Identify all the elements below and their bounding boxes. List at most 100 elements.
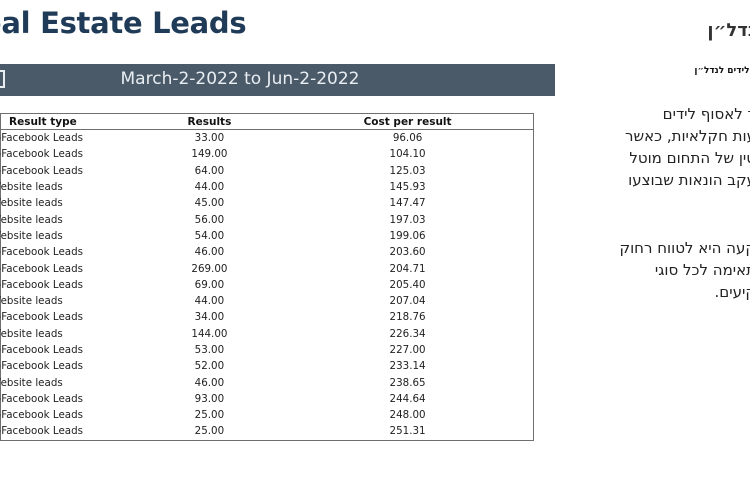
cell-result-type: Website leads — [0, 197, 63, 210]
cell-results: 269.00 — [191, 262, 228, 275]
cell-result-type: Website leads — [0, 213, 63, 226]
cell-result-type: n-Facebook Leads — [0, 164, 83, 177]
cell-results: 44.00 — [194, 181, 225, 194]
cell-cost-per-result: 197.03 — [389, 213, 426, 226]
table-row: n-Facebook Leads 46.00 203.60 — [0, 244, 534, 260]
cell-result-type: n-Facebook Leads — [0, 148, 83, 161]
cell-results: 34.00 — [194, 311, 225, 324]
cell-cost-per-result: 147.47 — [389, 197, 426, 210]
paragraph-line: תאימה לכל סוגי — [654, 261, 750, 279]
cell-results: 64.00 — [194, 164, 225, 177]
table-row: Website leads 44.00 207.04 — [0, 293, 534, 309]
paragraph-line: קעה היא לטווח רחוק — [619, 239, 750, 257]
cell-result-type: n-Facebook Leads — [0, 425, 83, 438]
cell-cost-per-result: 226.34 — [389, 327, 426, 340]
table-body: n-Facebook Leads 33.00 96.06 n-Facebook Lea… — [0, 130, 534, 441]
table-row: Website leads 144.00 226.34 — [0, 326, 534, 342]
table-row: n-Facebook Leads 93.00 244.64 — [0, 391, 534, 407]
cell-results: 46.00 — [194, 376, 225, 389]
cell-result-type: n-Facebook Leads — [0, 344, 83, 356]
cell-cost-per-result: 96.06 — [392, 132, 423, 145]
cell-result-type: n-Facebook Leads — [0, 262, 83, 275]
date-range-label: March-2-2022 to Jun-2-2022 — [120, 69, 360, 89]
report-screenshot: March-2-2022 to Jun-2-2022 Result type R… — [0, 64, 555, 500]
table-row: Website leads 54.00 199.06 — [0, 228, 534, 244]
cell-result-type: Website leads — [0, 327, 63, 340]
paragraph-line: ר לאסוף לידים — [662, 105, 750, 123]
cell-results: 54.00 — [194, 229, 225, 242]
table-header-row: Result type Results Cost per result — [0, 113, 534, 130]
cell-cost-per-result: 244.64 — [389, 392, 426, 405]
table-row: n-Facebook Leads 34.00 218.76 — [0, 309, 534, 325]
table-row: n-Facebook Leads 64.00 125.03 — [0, 163, 534, 179]
cell-results: 93.00 — [194, 392, 225, 405]
cell-results: 69.00 — [194, 278, 225, 291]
table-row: n-Facebook Leads 269.00 204.71 — [0, 260, 534, 276]
cell-results: 44.00 — [194, 295, 225, 308]
cell-result-type: n-Facebook Leads — [0, 392, 83, 405]
cell-cost-per-result: 248.00 — [389, 409, 426, 422]
cell-results: 33.00 — [194, 132, 225, 145]
cell-results: 144.00 — [191, 327, 228, 340]
report-title: eal Estate Leads — [0, 6, 247, 40]
cell-cost-per-result: 238.65 — [389, 376, 426, 389]
cell-cost-per-result: 145.93 — [389, 181, 426, 194]
paragraph-line: . — [566, 191, 750, 213]
cell-cost-per-result: 227.00 — [389, 344, 426, 356]
cell-result-type: Website leads — [0, 229, 63, 242]
cell-cost-per-result: 218.76 — [389, 311, 426, 324]
cell-results: 53.00 — [194, 344, 225, 356]
cell-result-type: n-Facebook Leads — [0, 311, 83, 324]
table-row: n-Facebook Leads 53.00 227.00 — [0, 342, 534, 358]
cell-results: 25.00 — [194, 425, 225, 438]
leads-results-table: Result type Results Cost per result n-Fa… — [0, 113, 534, 441]
paragraph-line: קיעים. — [714, 283, 750, 301]
cell-cost-per-result: 203.60 — [389, 246, 426, 259]
table-row: n-Facebook Leads 25.00 248.00 — [0, 407, 534, 423]
header-result-type: Result type — [0, 113, 137, 130]
cell-result-type: n-Facebook Leads — [0, 246, 83, 259]
cell-cost-per-result: 199.06 — [389, 229, 426, 242]
cell-cost-per-result: 207.04 — [389, 295, 426, 308]
cell-result-type: n-Facebook Leads — [0, 132, 83, 145]
paragraph-line: עות חקלאיות, כאשר — [625, 127, 750, 145]
table-row: n-Facebook Leads 69.00 205.40 — [0, 277, 534, 293]
panel-paragraph-1: ר לאסוף לידים עות חקלאיות, כאשר טין של ה… — [566, 103, 750, 213]
table-row: Website leads 45.00 147.47 — [0, 195, 534, 211]
table-row: n-Facebook Leads 25.00 251.31 — [0, 423, 534, 440]
cell-cost-per-result: 205.40 — [389, 278, 426, 291]
cell-results: 149.00 — [191, 148, 228, 161]
header-results: Results — [136, 113, 283, 130]
panel-title: נדל״ן — [707, 20, 750, 41]
cell-results: 45.00 — [194, 197, 225, 210]
table-row: n-Facebook Leads 52.00 233.14 — [0, 358, 534, 374]
table-row: Website leads 44.00 145.93 — [0, 179, 534, 195]
cell-result-type: n-Facebook Leads — [0, 360, 83, 373]
cell-results: 56.00 — [194, 213, 225, 226]
table-row: n-Facebook Leads 33.00 96.06 — [0, 130, 534, 147]
cell-results: 46.00 — [194, 246, 225, 259]
date-range-banner: March-2-2022 to Jun-2-2022 — [0, 64, 555, 96]
cell-result-type: Website leads — [0, 181, 63, 194]
calendar-icon — [0, 70, 5, 88]
panel-paragraph-2: קעה היא לטווח רחוק תאימה לכל סוגי קיעים. — [566, 237, 750, 303]
hebrew-text-panel: נדל״ן סוף לידים לנדל״ן ר לאסוף לידים עות… — [560, 0, 750, 500]
cell-cost-per-result: 233.14 — [389, 360, 426, 373]
cell-results: 25.00 — [194, 409, 225, 422]
paragraph-line: טין של התחום מוטל — [629, 149, 750, 167]
table-row: Website leads 56.00 197.03 — [0, 211, 534, 227]
cell-cost-per-result: 251.31 — [389, 425, 426, 438]
cell-results: 52.00 — [194, 360, 225, 373]
cell-cost-per-result: 104.10 — [389, 148, 426, 161]
cell-result-type: Website leads — [0, 376, 63, 389]
cell-result-type: n-Facebook Leads — [0, 278, 83, 291]
cell-result-type: Website leads — [0, 295, 63, 308]
cell-cost-per-result: 125.03 — [389, 164, 426, 177]
header-cost-per-result: Cost per result — [282, 113, 534, 130]
cell-result-type: n-Facebook Leads — [0, 409, 83, 422]
cell-cost-per-result: 204.71 — [389, 262, 426, 275]
table-row: n-Facebook Leads 149.00 104.10 — [0, 146, 534, 162]
table-row: Website leads 46.00 238.65 — [0, 374, 534, 390]
panel-subtitle: סוף לידים לנדל״ן — [694, 66, 750, 76]
paragraph-line: עקב הונאות שבוצעו — [628, 171, 750, 189]
